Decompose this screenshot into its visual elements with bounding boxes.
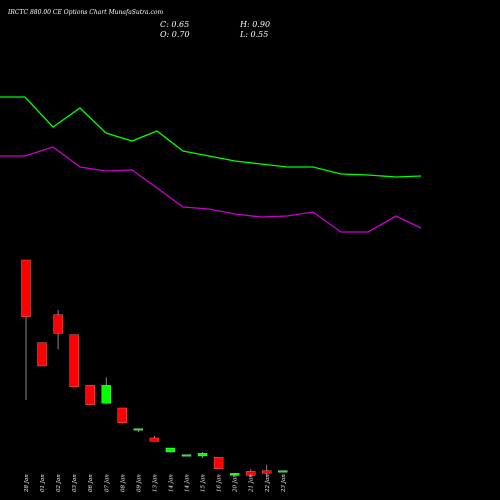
x-tick-label: 15 Jan	[201, 474, 207, 492]
upper-indicator-line	[0, 96, 422, 178]
x-tick-label: 14 Jan	[185, 474, 191, 492]
candle-body	[117, 407, 128, 423]
candle-body	[149, 437, 160, 442]
x-tick-label: 03 Jan	[72, 474, 78, 492]
candle-body	[85, 385, 95, 405]
x-tick-label: 14 Jan	[168, 474, 174, 492]
candle	[117, 407, 128, 424]
candle-body	[262, 470, 272, 474]
x-tick-label: 22 Jan	[265, 474, 271, 493]
x-tick-label: 16 Jan	[217, 474, 223, 492]
candle	[85, 385, 95, 405]
x-tick-label: 20 Jan	[233, 474, 239, 493]
x-tick-label: 28 Jan	[24, 474, 30, 493]
chart-title: IRCTC 880.00 CE Options Chart MunafaSutr…	[8, 9, 164, 16]
candle-body	[245, 471, 256, 476]
candle	[21, 259, 31, 400]
candle	[53, 310, 63, 350]
high-value: H: 0.90	[240, 20, 271, 29]
x-tick-label: 13 Jan	[152, 474, 158, 492]
candle-body	[181, 454, 192, 457]
x-tick-label: 09 Jan	[136, 474, 142, 492]
candle	[149, 436, 160, 442]
lower-indicator-line	[0, 146, 422, 233]
candle-body	[213, 457, 224, 469]
open-value: O: 0.70	[160, 30, 190, 39]
x-axis-labels: 28 Jan 01 Jan 02 Jan 03 Jan 06 Jan 07 Jan 08 J…	[24, 474, 287, 493]
x-tick-label: 02 Jan	[56, 474, 62, 492]
candle	[197, 452, 208, 458]
x-tick-label: 08 Jan	[120, 474, 126, 492]
candle-body	[229, 473, 240, 476]
close-value: C: 0.65	[160, 20, 190, 29]
x-tick-label: 23 Jan	[281, 474, 287, 493]
candle	[181, 454, 192, 457]
candle-body	[133, 428, 144, 431]
candle	[262, 464, 272, 475]
low-value: L: 0.55	[240, 30, 269, 39]
candles	[21, 259, 288, 477]
candle-body	[69, 334, 79, 387]
candle	[133, 428, 144, 432]
candle	[245, 469, 256, 477]
indicator-lines	[0, 96, 422, 233]
candle-body	[101, 385, 111, 404]
x-tick-label: 21 Jan	[249, 474, 255, 493]
candle-body	[37, 342, 47, 367]
candle-body	[21, 259, 31, 317]
candle	[165, 447, 176, 453]
candle	[101, 377, 111, 404]
x-tick-label: 07 Jan	[104, 474, 110, 492]
candle	[69, 334, 79, 387]
candle-body	[197, 453, 208, 457]
candle-body	[278, 470, 288, 473]
candle	[213, 457, 224, 469]
candle	[229, 473, 240, 476]
candle	[278, 470, 288, 473]
candle	[37, 342, 47, 367]
x-tick-label: 01 Jan	[40, 474, 46, 492]
candle-body	[53, 314, 63, 334]
candle-body	[165, 447, 176, 453]
x-tick-label: 06 Jan	[88, 474, 94, 492]
